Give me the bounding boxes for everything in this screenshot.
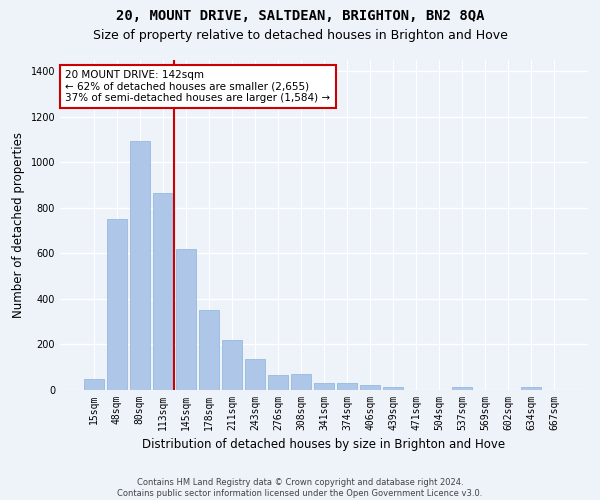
Bar (130, 141, 149, 390)
Bar (176, 249, 196, 390)
Text: Contains HM Land Registry data © Crown copyright and database right 2024.
Contai: Contains HM Land Registry data © Crown c… (118, 478, 482, 498)
Bar (268, 375, 288, 390)
Bar (222, 340, 242, 390)
Text: 20 MOUNT DRIVE: 142sqm
← 62% of detached houses are smaller (2,655)
37% of semi-: 20 MOUNT DRIVE: 142sqm ← 62% of detached… (65, 70, 331, 103)
Y-axis label: Number of detached properties: Number of detached properties (12, 132, 25, 318)
Bar (153, 193, 173, 390)
Bar (452, 388, 472, 390)
X-axis label: Distribution of detached houses by size in Brighton and Hove: Distribution of detached houses by size … (142, 438, 506, 452)
Bar (314, 383, 334, 390)
Bar (199, 310, 218, 390)
Text: Size of property relative to detached houses in Brighton and Hove: Size of property relative to detached ho… (92, 30, 508, 43)
Bar (521, 388, 541, 390)
Bar (360, 385, 380, 390)
Bar (84, 378, 104, 390)
Bar (337, 383, 357, 390)
Bar (245, 360, 265, 390)
Text: 20, MOUNT DRIVE, SALTDEAN, BRIGHTON, BN2 8QA: 20, MOUNT DRIVE, SALTDEAN, BRIGHTON, BN2… (116, 8, 484, 22)
Bar (383, 386, 403, 390)
Bar (291, 374, 311, 390)
Bar (107, 220, 127, 390)
